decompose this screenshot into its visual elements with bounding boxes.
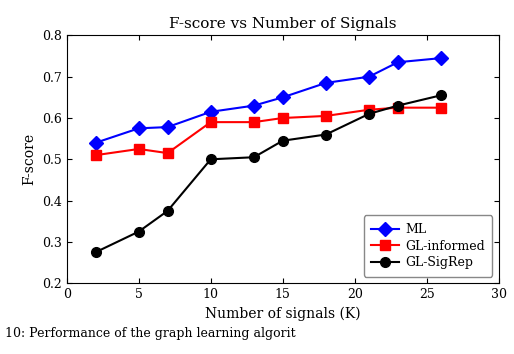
GL-SigRep [366,112,372,116]
Line: GL-informed: GL-informed [91,103,446,160]
GL-SigRep [395,103,401,108]
GL-informed [93,153,99,157]
GL-informed [366,108,372,112]
GL-informed [395,105,401,110]
GL-SigRep [438,93,444,97]
GL-SigRep [164,209,171,213]
Legend: ML, GL-informed, GL-SigRep: ML, GL-informed, GL-SigRep [364,216,492,277]
GL-informed [208,120,214,124]
GL-informed [136,147,142,151]
GL-SigRep [323,132,329,137]
ML [366,75,372,79]
ML [93,141,99,145]
ML [395,60,401,64]
ML [164,125,171,129]
GL-SigRep [208,157,214,161]
Title: F-score vs Number of Signals: F-score vs Number of Signals [169,17,396,32]
ML [438,56,444,60]
ML [280,95,286,99]
GL-SigRep [280,139,286,143]
GL-informed [323,114,329,118]
GL-SigRep [251,155,257,159]
GL-informed [280,116,286,120]
GL-informed [164,151,171,155]
ML [251,103,257,108]
GL-SigRep [136,229,142,234]
GL-informed [438,105,444,110]
ML [323,81,329,85]
ML [208,110,214,114]
Y-axis label: F-score: F-score [23,133,36,185]
GL-SigRep [93,250,99,254]
Text: 10: Performance of the graph learning algorit: 10: Performance of the graph learning al… [5,327,296,340]
Line: ML: ML [91,53,446,148]
ML [136,126,142,131]
X-axis label: Number of signals (K): Number of signals (K) [205,307,360,321]
Line: GL-SigRep: GL-SigRep [91,90,446,257]
GL-informed [251,120,257,124]
